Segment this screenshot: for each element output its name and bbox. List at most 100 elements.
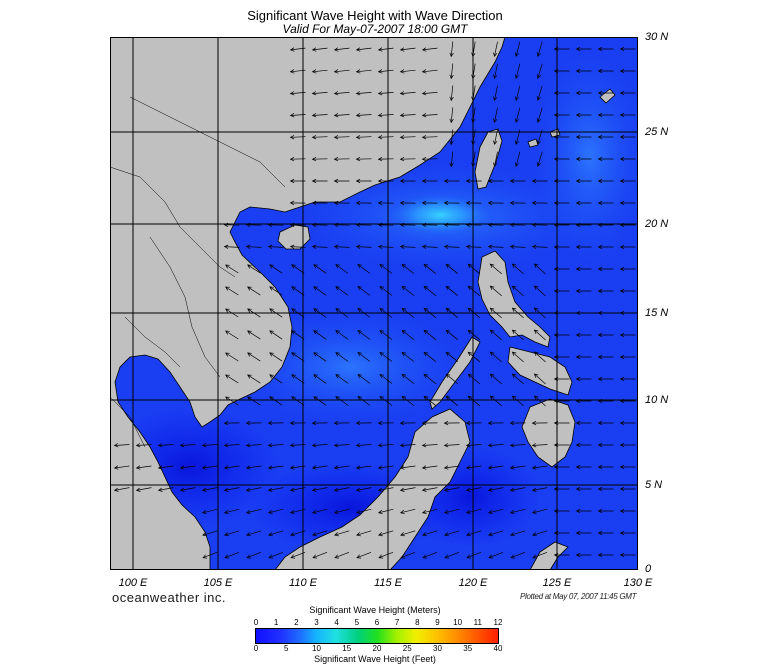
wave-direction-arrow xyxy=(291,330,305,340)
wave-direction-arrow xyxy=(619,420,636,426)
wave-direction-arrow xyxy=(487,178,504,184)
colorbar-tick-feet: 20 xyxy=(372,644,382,653)
wave-direction-arrow xyxy=(553,134,570,140)
wave-direction-arrow xyxy=(493,85,498,102)
wave-direction-arrows xyxy=(113,41,636,559)
wave-direction-arrow xyxy=(443,222,460,228)
wave-direction-arrow xyxy=(311,91,328,96)
wave-direction-arrow xyxy=(399,91,416,96)
wave-direction-arrow xyxy=(511,373,524,385)
wave-direction-arrow xyxy=(245,244,262,249)
wave-direction-arrow xyxy=(223,508,240,515)
wave-direction-arrow xyxy=(311,47,328,52)
wave-direction-arrow xyxy=(465,443,482,448)
wave-direction-arrow xyxy=(489,373,502,385)
wave-direction-arrow xyxy=(509,222,526,228)
wave-direction-arrow xyxy=(471,107,476,124)
wave-direction-arrow xyxy=(619,112,636,118)
wave-direction-arrow xyxy=(223,465,240,470)
wave-direction-arrow xyxy=(575,464,592,470)
wave-direction-arrow xyxy=(514,63,521,80)
wave-direction-arrow xyxy=(355,178,372,184)
wave-direction-arrow xyxy=(423,285,437,296)
wave-direction-arrow xyxy=(311,508,328,515)
wave-direction-arrow xyxy=(509,178,526,184)
land-ryukyu-3 xyxy=(527,138,539,148)
wave-direction-arrow xyxy=(619,398,636,404)
wave-direction-arrow xyxy=(399,47,416,52)
wave-direction-arrow xyxy=(423,307,437,318)
wave-direction-arrow xyxy=(597,244,614,250)
wave-direction-arrow xyxy=(421,178,438,184)
wave-direction-arrow xyxy=(597,486,614,492)
wave-direction-arrow xyxy=(553,200,570,206)
wave-direction-arrow xyxy=(333,69,350,74)
lon-label-120e: 120 E xyxy=(458,577,488,589)
wave-direction-arrow xyxy=(531,178,548,184)
wave-direction-arrow xyxy=(157,443,174,448)
map-title: Significant Wave Height with Wave Direct… xyxy=(247,8,503,23)
wave-direction-arrow xyxy=(449,85,454,102)
wave-direction-arrow xyxy=(179,443,196,448)
wave-direction-arrow xyxy=(465,487,482,492)
lat-label-25n: 25 N xyxy=(645,126,669,138)
wave-direction-arrow xyxy=(597,310,614,316)
wave-direction-arrow xyxy=(467,263,481,275)
wave-direction-arrow xyxy=(575,398,592,404)
wave-direction-arrow xyxy=(619,68,636,74)
lon-label-125e: 125 E xyxy=(542,577,572,589)
wave-direction-arrow xyxy=(487,244,504,249)
wave-direction-arrow xyxy=(443,178,460,184)
wave-direction-arrow xyxy=(377,113,394,118)
lon-label-110e: 110 E xyxy=(289,577,317,589)
wave-direction-arrow xyxy=(575,310,592,316)
wave-direction-arrow xyxy=(201,508,218,515)
wave-direction-arrow xyxy=(201,443,218,448)
wave-direction-arrow xyxy=(399,178,416,184)
wave-direction-arrow xyxy=(401,395,415,406)
wave-direction-arrow xyxy=(532,530,548,537)
wave-direction-arrow xyxy=(533,263,546,275)
wave-direction-arrow xyxy=(333,200,350,206)
wave-direction-arrow xyxy=(355,47,372,52)
wave-direction-arrow xyxy=(493,63,498,80)
wave-direction-arrow xyxy=(597,464,614,470)
wave-direction-arrow xyxy=(465,420,482,426)
wave-direction-arrow xyxy=(509,443,526,448)
wave-direction-arrow xyxy=(335,308,349,318)
wave-direction-arrow xyxy=(290,551,306,559)
wave-direction-arrow xyxy=(311,487,328,492)
wave-direction-arrow xyxy=(311,244,328,249)
wave-direction-arrow xyxy=(421,465,438,470)
wave-direction-arrow xyxy=(467,307,481,319)
wave-direction-arrow xyxy=(533,329,546,341)
wave-direction-arrow xyxy=(269,396,283,406)
wave-direction-arrow xyxy=(313,286,327,296)
wave-direction-arrow xyxy=(421,113,438,118)
wave-direction-arrow xyxy=(511,307,524,319)
wave-direction-arrow xyxy=(509,244,526,249)
wave-direction-arrow xyxy=(445,263,459,274)
wave-direction-arrow xyxy=(514,85,521,102)
wave-direction-arrow xyxy=(357,396,371,406)
lat-label-10n: 10 N xyxy=(645,394,669,406)
graticule xyxy=(110,37,638,570)
wave-direction-arrow xyxy=(575,200,592,206)
wave-direction-arrow xyxy=(333,156,350,162)
wave-direction-arrow xyxy=(553,442,570,448)
colorbar xyxy=(255,628,499,644)
wave-direction-arrow xyxy=(311,69,328,74)
wave-direction-arrow xyxy=(619,266,636,272)
wave-direction-arrow xyxy=(399,443,416,448)
wave-direction-arrow xyxy=(553,420,570,426)
wave-direction-arrow xyxy=(333,443,350,448)
colorbar-tick-meters: 7 xyxy=(394,618,400,627)
wave-direction-arrow xyxy=(289,47,306,52)
wave-direction-arrow xyxy=(289,508,306,515)
wave-direction-arrow xyxy=(269,330,283,340)
wave-direction-arrow xyxy=(223,244,240,249)
lon-label-130e: 130 E xyxy=(623,577,653,589)
wave-shading-peak xyxy=(385,193,495,237)
lon-label-100e: 100 E xyxy=(118,577,148,589)
wave-direction-arrow xyxy=(289,156,306,162)
